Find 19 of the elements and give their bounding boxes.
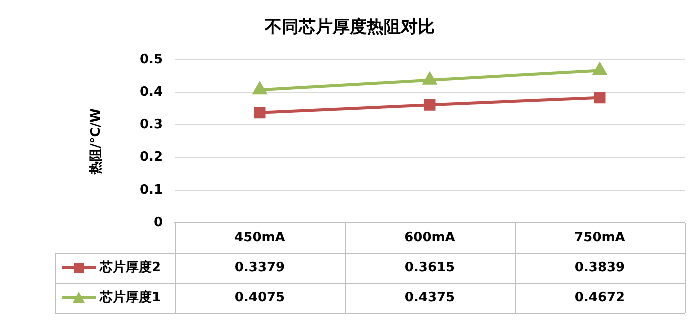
data-label: 0.4075 [234,290,286,306]
legend-label: 芯片厚度1 [99,289,162,306]
legend-label: 芯片厚度2 [99,259,162,276]
y-tick-label: 0.4 [140,84,163,100]
data-label: 0.4672 [574,290,626,306]
y-tick-label: 0 [154,215,163,230]
data-label: 0.3615 [404,260,456,276]
x-tick-label: 750mA [574,230,626,246]
y-tick-label: 0.2 [140,150,163,166]
x-tick-label: 600mA [404,230,456,246]
y-tick-label: 0.5 [140,52,163,68]
y-axis-title: 热阻/°C/W [89,108,104,176]
data-label: 0.3839 [574,260,626,276]
data-label: 0.4375 [404,290,456,306]
data-label: 0.3379 [234,260,286,276]
y-tick-label: 0.1 [140,182,163,198]
x-tick-label: 450mA [234,230,286,246]
y-tick-label: 0.3 [140,118,163,133]
chart-title: 不同芯片厚度热阻对比 [264,17,435,38]
